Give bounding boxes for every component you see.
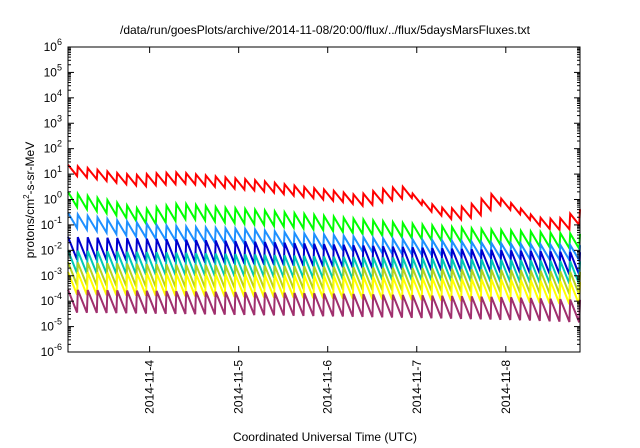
series-line <box>67 190 581 253</box>
x-axis: 2014-11-4 2014-11-5 2014-11-6 2014-11-7 2014… <box>143 47 513 414</box>
y-tick-label: 104 <box>44 88 62 105</box>
y-tick-label: 102 <box>44 139 62 156</box>
x-tick-label: 2014-11-6 <box>321 360 335 414</box>
y-tick-label: 10-4 <box>41 291 62 308</box>
y-tick-label: 106 <box>44 37 62 54</box>
y-tick-label: 10-3 <box>41 266 62 283</box>
y-axis-label: protons/cm2-s-sr-MeV <box>22 142 37 258</box>
series-lines <box>67 163 581 323</box>
y-tick-label: 103 <box>44 113 62 130</box>
y-tick-label: 100 <box>44 190 62 207</box>
x-tick-label: 2014-11-4 <box>143 360 157 414</box>
x-tick-label: 2014-11-5 <box>232 360 246 414</box>
x-axis-label: Coordinated Universal Time (UTC) <box>233 430 417 444</box>
y-tick-label: 105 <box>44 62 62 79</box>
chart-title: /data/run/goesPlots/archive/2014-11-08/2… <box>120 23 531 37</box>
y-tick-label: 10-6 <box>41 342 62 359</box>
series-line <box>67 163 581 233</box>
y-tick-label: 10-1 <box>41 215 62 232</box>
series-line <box>67 271 581 305</box>
y-tick-label: 101 <box>44 164 62 181</box>
series-line <box>67 211 581 264</box>
x-tick-label: 2014-11-7 <box>410 360 424 414</box>
y-tick-label: 10-5 <box>41 317 62 334</box>
x-tick-label: 2014-11-8 <box>499 360 513 414</box>
y-tick-label: 10-2 <box>41 240 62 257</box>
y-axis: 10-6 10-5 10-4 10-3 10-2 10-1 100 101 102 103 104 1… <box>41 37 580 359</box>
series-line <box>67 289 581 323</box>
